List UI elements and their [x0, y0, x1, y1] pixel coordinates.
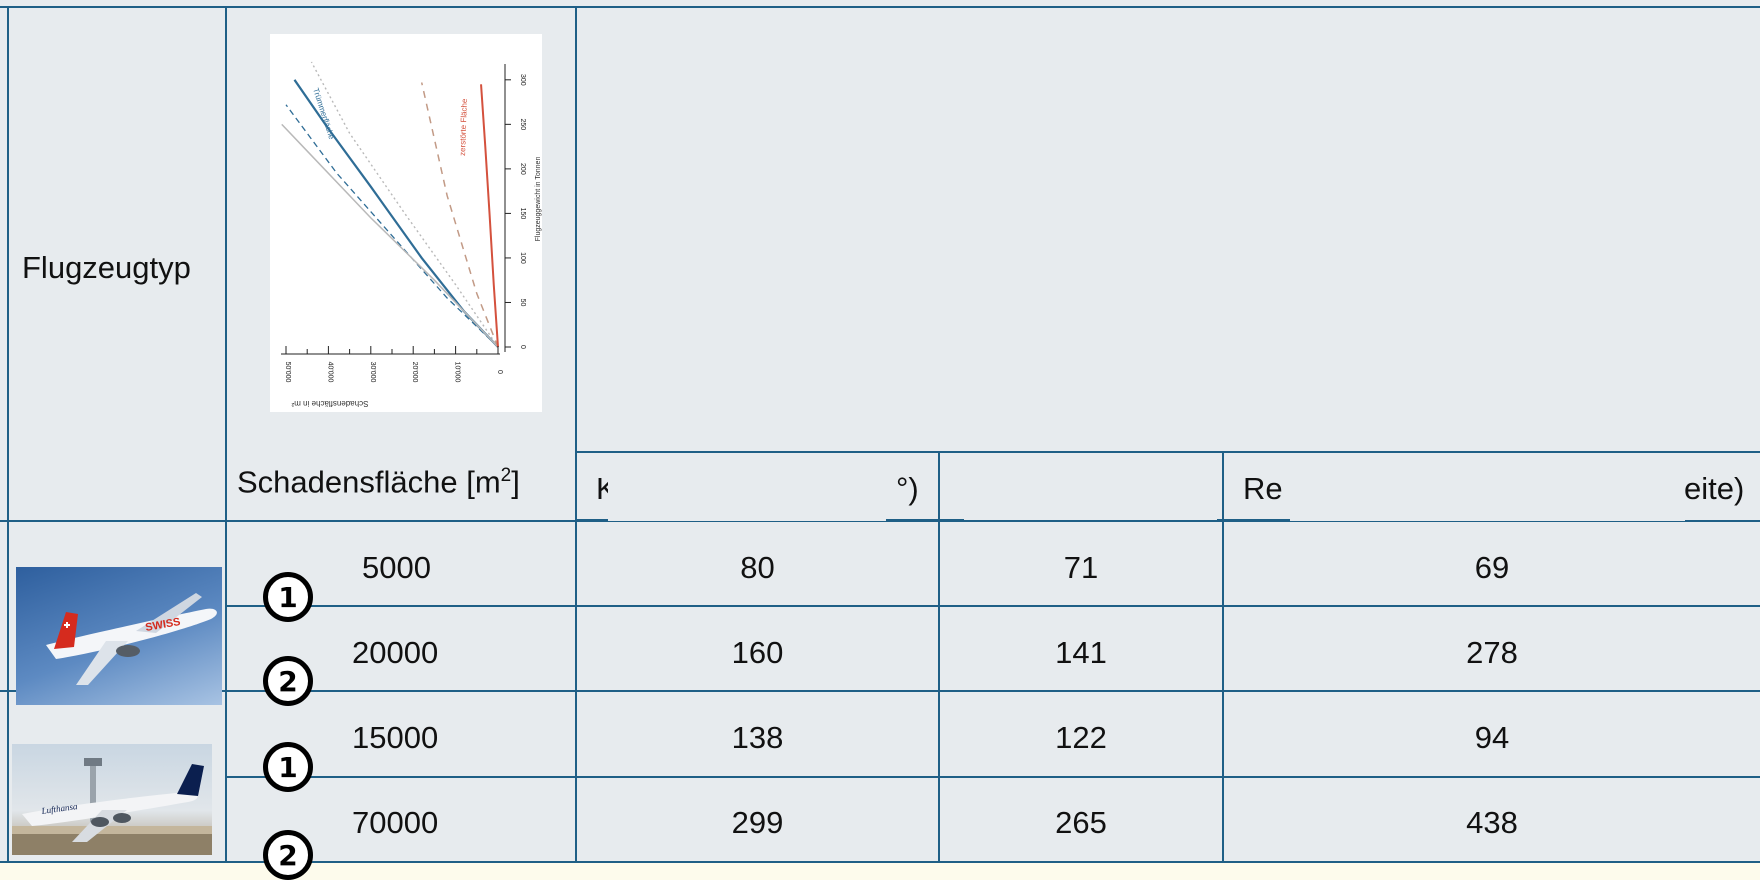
header-col5-fragment-end: eite) [1684, 471, 1745, 506]
chart-y-tick-label: 200 [519, 163, 526, 175]
cell-value-2: 265 [1055, 805, 1107, 840]
header-col3-fragment-end: °) [896, 471, 919, 506]
header-sub-line [577, 451, 1760, 453]
header-stub-c [1217, 519, 1290, 522]
aircraft-photo-swiss: SWISS [16, 567, 222, 705]
header-bottom-line [0, 520, 1760, 522]
aircraft-photo-lufthansa: Lufthansa [12, 744, 212, 855]
cell-area: 5000 [362, 550, 431, 585]
chart-axes-group: 0 50 100 150 200 250 300 0 10'000 20'000 30'000 40'… [281, 64, 526, 383]
cell-value-3: 438 [1466, 805, 1518, 840]
cell-value-3: 69 [1474, 550, 1510, 585]
cell-value-2: 71 [1063, 550, 1099, 585]
header-damage-area-close: ] [511, 464, 520, 500]
chart-x-tick-label: 0 [496, 370, 503, 374]
chart-x-axis-label: Schadensfläche in m² [291, 399, 368, 408]
header-overlay-box-left [608, 453, 886, 521]
row-number-badge: 2 [263, 830, 313, 880]
cell-value-1: 138 [731, 720, 784, 755]
chart-x-tick-label: 40'000 [326, 362, 333, 383]
inset-chart-background [270, 34, 542, 412]
chart-y-tick-label: 300 [519, 74, 526, 86]
col-divider-4 [1222, 451, 1224, 863]
row-line-2 [0, 690, 1760, 692]
row-line-3 [227, 776, 1760, 778]
inset-chart: 0 50 100 150 200 250 300 0 10'000 20'000 30'000 40'… [270, 34, 542, 412]
header-damage-area: Schadensfläche [m2] [237, 466, 520, 497]
row-number-badge: 2 [263, 656, 313, 706]
chart-series-line-4 [310, 61, 499, 348]
chart-y-tick-label: 150 [519, 208, 526, 220]
lufthansa-plane-illustration: Lufthansa [12, 758, 212, 855]
swiss-plane-illustration: SWISS [46, 593, 217, 685]
cell-value-3: 278 [1466, 635, 1518, 670]
chart-x-tick-label: 20'000 [411, 362, 418, 383]
row-number-badge: 1 [263, 742, 313, 792]
chart-series-line-3 [281, 123, 499, 348]
chart-label-destroyed: zerstörte Fläche [458, 98, 469, 156]
row-line-1 [227, 605, 1760, 607]
col-divider-1 [225, 6, 227, 863]
header-damage-area-sup: 2 [500, 465, 512, 486]
table-border-left [7, 6, 9, 863]
chart-y-tick-label: 50 [519, 299, 526, 307]
cell-area: 15000 [352, 720, 439, 755]
header-stub-a [577, 519, 608, 522]
cell-value-2: 141 [1055, 635, 1107, 670]
chart-y-tick-label: 100 [519, 252, 526, 264]
table-border-bottom [0, 861, 1760, 863]
chart-x-tick-label: 50'000 [284, 362, 291, 383]
header-col5-fragment: Re [1243, 471, 1283, 506]
chart-series-line-5 [420, 82, 499, 348]
chart-y-tick-label: 250 [519, 119, 526, 131]
cell-value-1: 299 [731, 805, 784, 840]
header-stub-b [886, 519, 964, 522]
header-damage-area-text: Schadensfläche [m [237, 464, 501, 500]
chart-y-tick-label: 0 [519, 345, 526, 349]
col-divider-3 [938, 451, 940, 863]
chart-series-line-6 [480, 84, 499, 348]
cell-area: 70000 [352, 805, 439, 840]
chart-x-tick-label: 10'000 [454, 362, 461, 383]
header-overlay-box-right [1290, 453, 1685, 521]
cell-value-1: 80 [740, 550, 775, 585]
cell-area: 20000 [352, 635, 439, 670]
table-border-top [0, 6, 1760, 8]
chart-series-group [281, 61, 499, 348]
chart-x-tick-label: 30'000 [369, 362, 376, 383]
cell-value-2: 122 [1055, 720, 1107, 755]
chart-y-axis-label: Flugzeuggewicht in Tonnen [535, 157, 542, 242]
col-divider-2 [575, 6, 577, 863]
cell-value-3: 94 [1474, 720, 1510, 755]
chart-series-line-2 [285, 104, 499, 348]
header-aircraft-type: Flugzeugtyp [22, 250, 191, 285]
cell-value-1: 160 [731, 635, 784, 670]
row-number-badge: 1 [263, 572, 313, 622]
